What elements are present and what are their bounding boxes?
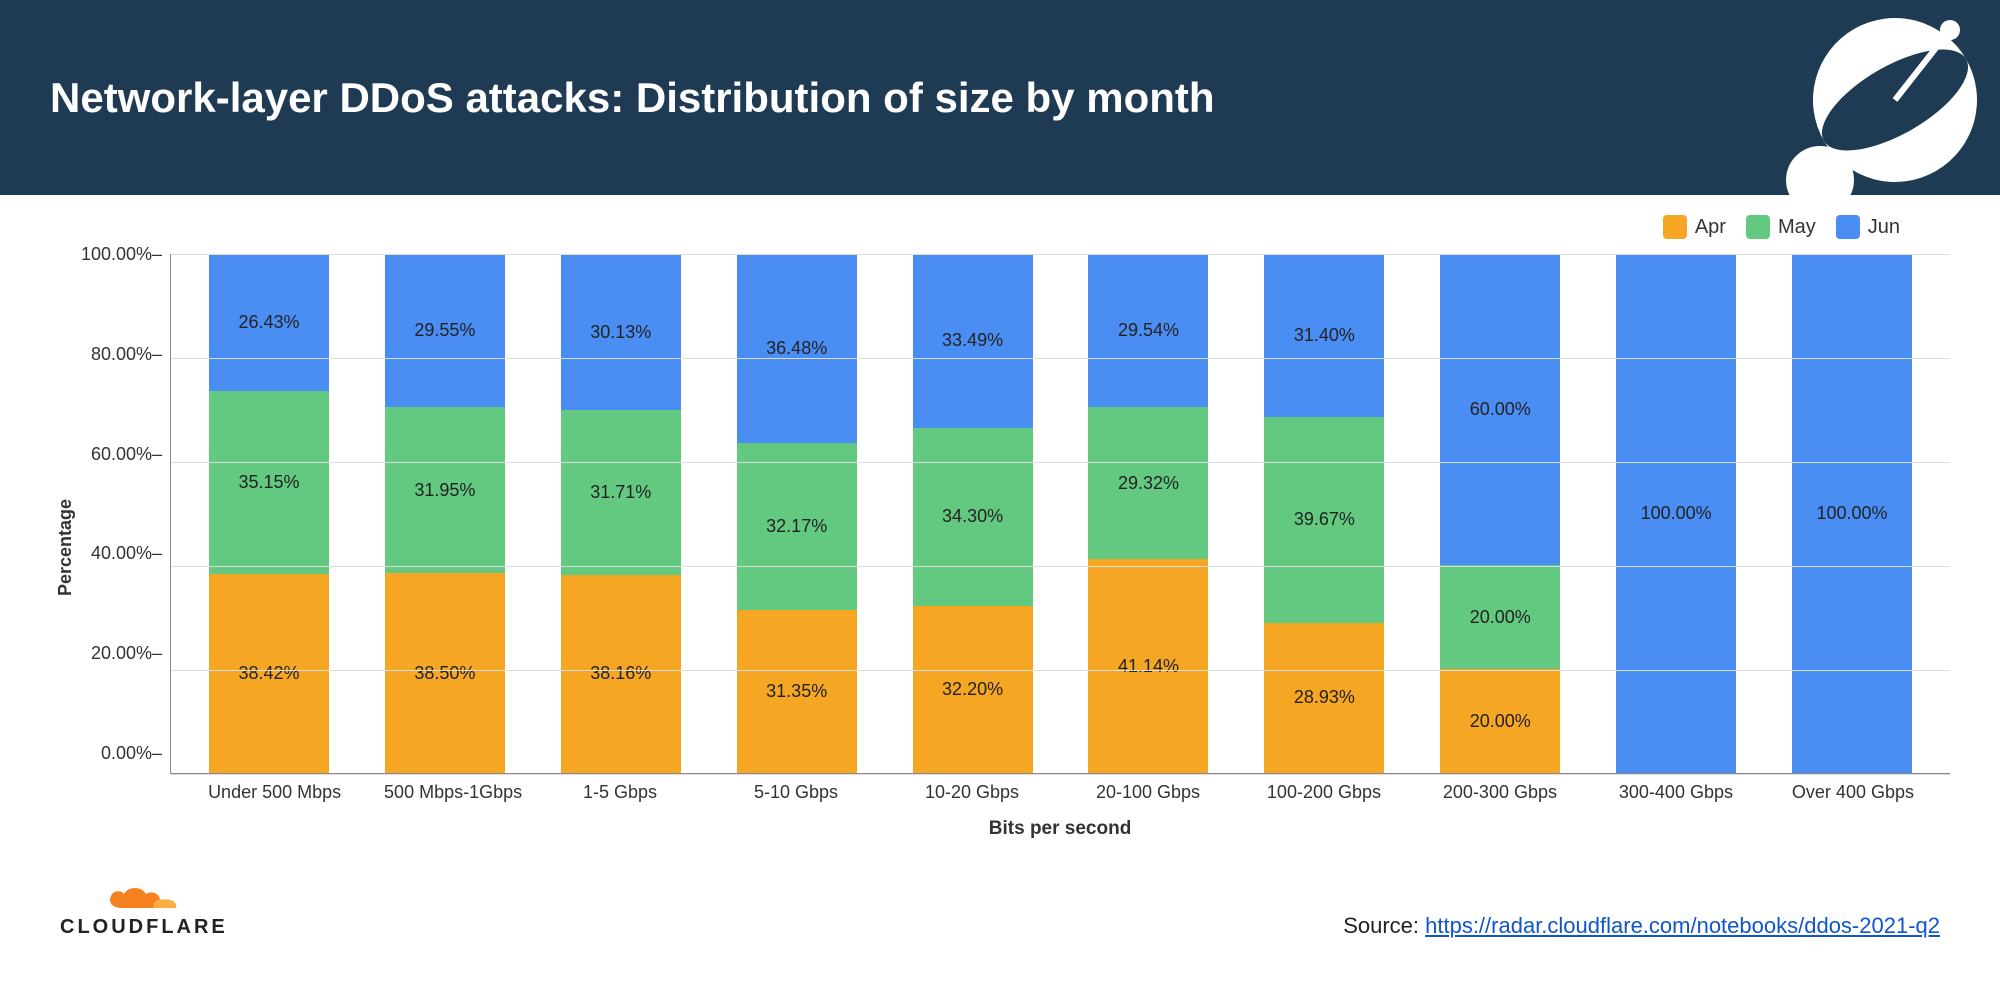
- x-tick-label: 10-20 Gbps: [912, 782, 1032, 803]
- x-axis-labels: Under 500 Mbps 500 Mbps-1Gbps 1-5 Gbps 5-10…: [170, 774, 1950, 803]
- y-axis-label: Percentage: [50, 254, 81, 840]
- x-axis-title: Bits per second: [170, 818, 1950, 840]
- bar-group: 30.13%31.71%38.16%: [561, 254, 681, 773]
- bar-segment-may: 31.71%: [561, 410, 681, 575]
- grid-line: [171, 462, 1950, 463]
- legend-swatch: [1746, 215, 1770, 239]
- satellite-dish-icon: [1750, 0, 1980, 205]
- bar-segment-may: 35.15%: [209, 391, 329, 573]
- bar-segment-jun: 100.00%: [1792, 254, 1912, 773]
- x-tick-label: Over 400 Gbps: [1792, 782, 1912, 803]
- bar-segment-may: 34.30%: [913, 428, 1033, 606]
- x-tick-label: 1-5 Gbps: [560, 782, 680, 803]
- bar-segment-apr: 38.16%: [561, 575, 681, 773]
- bar-segment-jun: 36.48%: [737, 254, 857, 443]
- bar-segment-jun: 60.00%: [1440, 254, 1560, 565]
- legend-label: Apr: [1695, 216, 1726, 239]
- plot-container: Percentage 100.00%–80.00%–60.00%–40.00%–…: [50, 254, 1950, 840]
- header-bar: Network-layer DDoS attacks: Distribution…: [0, 0, 2000, 195]
- x-tick-label: 200-300 Gbps: [1440, 782, 1560, 803]
- bar-segment-jun: 100.00%: [1616, 254, 1736, 773]
- bar-segment-jun: 30.13%: [561, 254, 681, 410]
- bar-segment-apr: 32.20%: [913, 606, 1033, 773]
- source-citation: Source: https://radar.cloudflare.com/not…: [1343, 913, 1940, 939]
- legend-item: Jun: [1836, 215, 1900, 239]
- grid-line: [171, 358, 1950, 359]
- legend-swatch: [1836, 215, 1860, 239]
- bar-group: 31.40%39.67%28.93%: [1264, 254, 1384, 773]
- x-tick-label: 300-400 Gbps: [1616, 782, 1736, 803]
- legend-item: May: [1746, 215, 1816, 239]
- legend-item: Apr: [1663, 215, 1726, 239]
- x-tick-label: 20-100 Gbps: [1088, 782, 1208, 803]
- x-tick-label: 5-10 Gbps: [736, 782, 856, 803]
- bar-segment-may: 39.67%: [1264, 417, 1384, 623]
- bar-segment-jun: 31.40%: [1264, 254, 1384, 417]
- footer: CLOUDFLARE Source: https://radar.cloudfl…: [0, 840, 2000, 939]
- legend: Apr May Jun: [50, 215, 1950, 239]
- logo-text: CLOUDFLARE: [60, 916, 228, 939]
- legend-swatch: [1663, 215, 1687, 239]
- bar-segment-jun: 29.54%: [1088, 254, 1208, 407]
- bar-group: 100.00%: [1616, 254, 1736, 773]
- bar-segment-apr: 28.93%: [1264, 623, 1384, 773]
- source-prefix: Source:: [1343, 913, 1425, 938]
- grid-line: [171, 254, 1950, 255]
- plot-area: 26.43%35.15%38.42% 29.55%31.95%38.50% 30.1…: [170, 254, 1950, 774]
- source-link[interactable]: https://radar.cloudflare.com/notebooks/d…: [1425, 913, 1940, 938]
- grid-line: [171, 670, 1950, 671]
- y-tick-label: 0.00%–: [101, 743, 162, 764]
- bar-segment-may: 31.95%: [385, 407, 505, 573]
- y-tick-label: 80.00%–: [91, 344, 162, 365]
- x-tick-label: 500 Mbps-1Gbps: [384, 782, 504, 803]
- x-tick-label: Under 500 Mbps: [208, 782, 328, 803]
- bars-container: 26.43%35.15%38.42% 29.55%31.95%38.50% 30.1…: [171, 254, 1950, 774]
- bar-segment-may: 32.17%: [737, 443, 857, 610]
- legend-label: Jun: [1868, 216, 1900, 239]
- y-tick-label: 40.00%–: [91, 543, 162, 564]
- bar-segment-may: 20.00%: [1440, 565, 1560, 669]
- bar-segment-may: 29.32%: [1088, 407, 1208, 559]
- page-title: Network-layer DDoS attacks: Distribution…: [50, 74, 1215, 122]
- y-tick-label: 100.00%–: [81, 244, 162, 265]
- bar-group: 60.00%20.00%20.00%: [1440, 254, 1560, 773]
- bar-group: 36.48%32.17%31.35%: [737, 254, 857, 773]
- bar-segment-jun: 26.43%: [209, 254, 329, 391]
- y-tick-label: 20.00%–: [91, 643, 162, 664]
- bar-segment-apr: 38.50%: [385, 573, 505, 773]
- bar-segment-jun: 33.49%: [913, 254, 1033, 428]
- bar-segment-apr: 38.42%: [209, 574, 329, 773]
- cloudflare-logo: CLOUDFLARE: [60, 880, 228, 939]
- legend-label: May: [1778, 216, 1816, 239]
- bar-segment-apr: 41.14%: [1088, 559, 1208, 773]
- bar-group: 26.43%35.15%38.42%: [209, 254, 329, 773]
- grid-line: [171, 566, 1950, 567]
- y-axis: 100.00%– 80.00%– 60.00%– 40.00%– 20.00%– 0.00…: [81, 244, 170, 764]
- cloudflare-cloud-icon: [104, 880, 184, 914]
- bar-segment-apr: 20.00%: [1440, 669, 1560, 773]
- bar-group: 33.49%34.30%32.20%: [913, 254, 1033, 773]
- bar-group: 29.55%31.95%38.50%: [385, 254, 505, 773]
- bar-group: 29.54%29.32%41.14%: [1088, 254, 1208, 773]
- grid-line: [171, 774, 1950, 775]
- x-tick-label: 100-200 Gbps: [1264, 782, 1384, 803]
- y-tick-label: 60.00%–: [91, 444, 162, 465]
- bar-segment-apr: 31.35%: [737, 610, 857, 773]
- bar-group: 100.00%: [1792, 254, 1912, 773]
- chart-container: Apr May Jun Percentage 100.00%– 80.00%– 60.0…: [0, 195, 2000, 840]
- bar-segment-jun: 29.55%: [385, 254, 505, 407]
